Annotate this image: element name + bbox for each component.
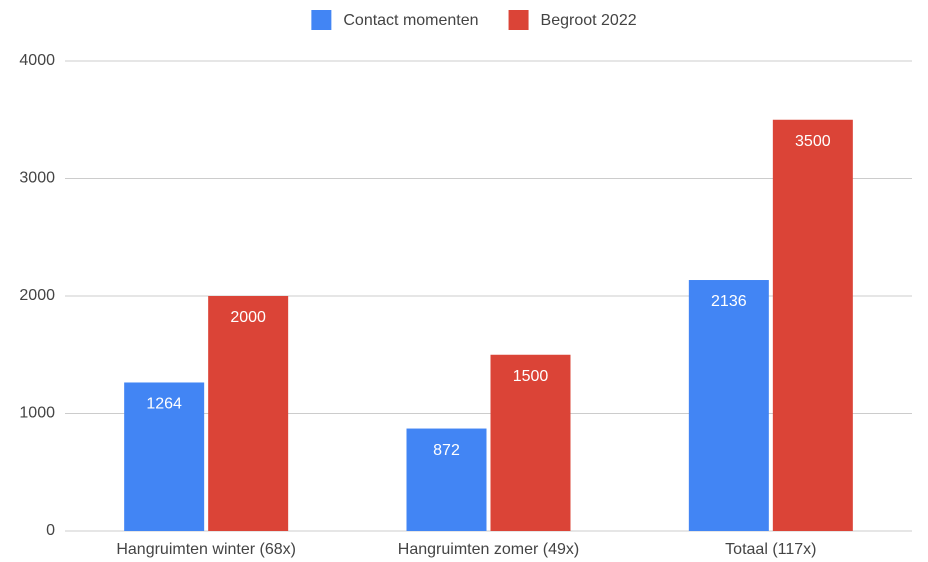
bar [490, 354, 571, 531]
y-tick-label: 1000 [19, 405, 55, 422]
y-tick-label: 3000 [19, 170, 55, 187]
x-tick-label: Hangruimten winter (68x) [116, 541, 296, 558]
legend-label: Begroot 2022 [541, 12, 637, 29]
legend-swatch [311, 10, 332, 30]
bar [688, 280, 769, 531]
bar [208, 296, 289, 531]
bar [406, 428, 487, 531]
legend-label: Contact momenten [343, 12, 478, 29]
bar [772, 119, 853, 531]
value-label: 2000 [230, 309, 266, 326]
y-tick-label: 0 [46, 522, 55, 539]
x-tick-label: Totaal (117x) [725, 541, 816, 558]
y-tick-label: 4000 [19, 52, 55, 69]
value-label: 1500 [513, 368, 549, 385]
value-label: 2136 [711, 293, 747, 310]
value-label: 3500 [795, 133, 831, 150]
y-tick-label: 2000 [19, 287, 55, 304]
bar [124, 382, 205, 531]
value-label: 1264 [146, 396, 182, 413]
legend-swatch [508, 10, 529, 30]
x-tick-label: Hangruimten zomer (49x) [398, 541, 579, 558]
value-label: 872 [433, 442, 460, 459]
